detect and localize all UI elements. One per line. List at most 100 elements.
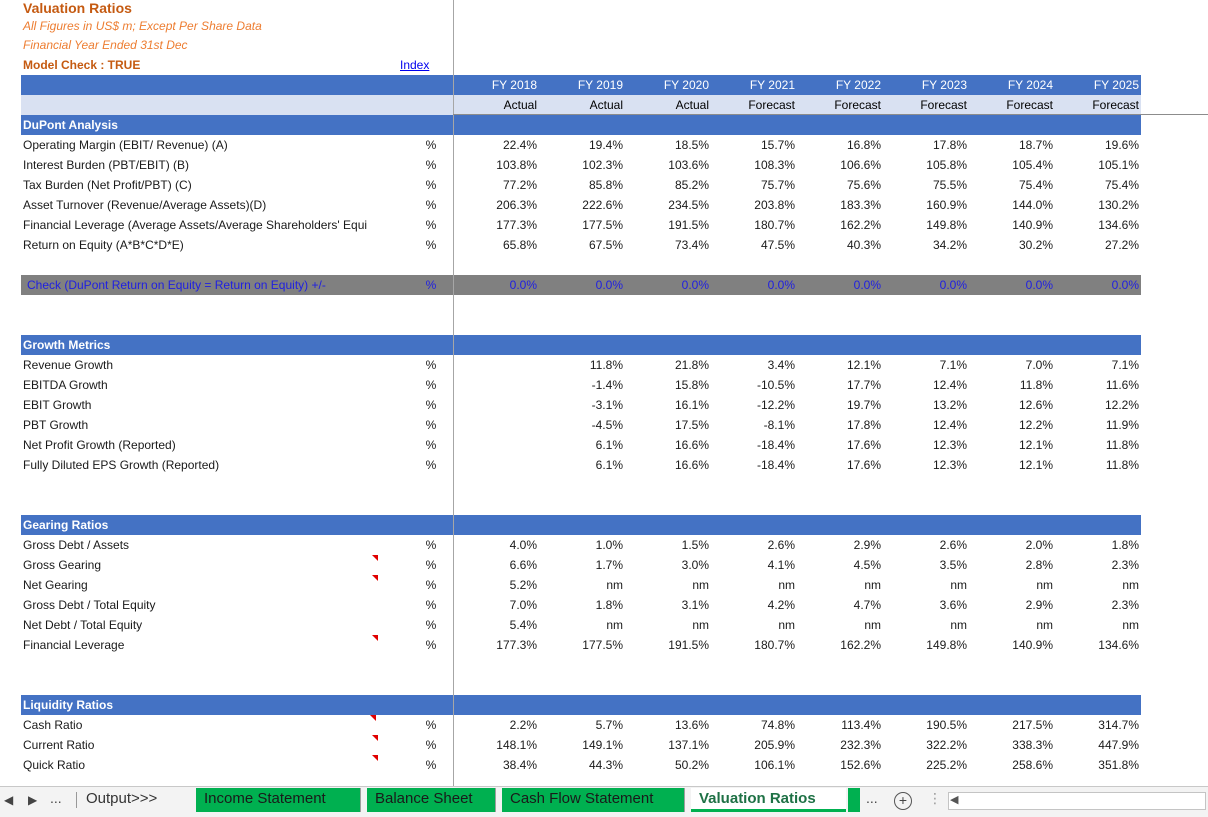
liquidity-value-7[interactable]: 314.7%: [1098, 718, 1139, 732]
gearing-value-1[interactable]: 1.0%: [595, 538, 623, 552]
status-cell-7[interactable]: Forecast: [1092, 98, 1139, 112]
growth-value-4[interactable]: 17.8%: [846, 418, 881, 432]
dupont-value-4[interactable]: 106.6%: [840, 158, 881, 172]
growth-value-6[interactable]: 7.0%: [1025, 358, 1053, 372]
gearing-value-3[interactable]: 2.6%: [767, 538, 795, 552]
gearing-row-label[interactable]: Net Debt / Total Equity: [23, 618, 143, 632]
growth-row-unit[interactable]: %: [425, 438, 437, 452]
growth-row-label[interactable]: EBITDA Growth: [23, 378, 108, 392]
liquidity-value-4[interactable]: 152.6%: [840, 758, 881, 772]
growth-value-7[interactable]: 12.2%: [1104, 398, 1139, 412]
dupont-row-unit[interactable]: %: [425, 238, 437, 252]
gearing-value-3[interactable]: 4.2%: [767, 598, 795, 612]
growth-value-4[interactable]: 17.6%: [846, 438, 881, 452]
gearing-value-1[interactable]: 177.5%: [582, 638, 623, 652]
status-cell-1[interactable]: Actual: [589, 98, 623, 112]
growth-value-3[interactable]: -18.4%: [756, 458, 795, 472]
dupont-value-6[interactable]: 30.2%: [1018, 238, 1053, 252]
dupont-value-7[interactable]: 27.2%: [1104, 238, 1139, 252]
dupont-value-6[interactable]: 75.4%: [1018, 178, 1053, 192]
growth-value-7[interactable]: 11.9%: [1105, 418, 1139, 432]
liquidity-value-2[interactable]: 137.1%: [668, 738, 709, 752]
dupont-value-1[interactable]: 85.8%: [588, 178, 623, 192]
dupont-value-0[interactable]: 77.2%: [502, 178, 537, 192]
dupont-value-5[interactable]: 105.8%: [926, 158, 967, 172]
gearing-value-6[interactable]: 2.0%: [1025, 538, 1053, 552]
liquidity-value-1[interactable]: 149.1%: [582, 738, 623, 752]
gearing-value-3[interactable]: 4.1%: [767, 558, 795, 572]
gearing-value-1[interactable]: nm: [606, 578, 623, 592]
dupont-value-6[interactable]: 140.9%: [1012, 218, 1053, 232]
gearing-row-unit[interactable]: %: [425, 598, 437, 612]
gearing-row-label[interactable]: Gross Debt / Assets: [23, 538, 130, 552]
gearing-value-0[interactable]: 177.3%: [496, 638, 537, 652]
growth-value-7[interactable]: 11.6%: [1105, 378, 1139, 392]
dupont-row-unit[interactable]: %: [425, 138, 437, 152]
year-cell-3[interactable]: FY 2021: [749, 78, 795, 92]
liquidity-value-5[interactable]: 322.2%: [926, 738, 967, 752]
gearing-value-4[interactable]: nm: [864, 618, 881, 632]
dupont-value-5[interactable]: 17.8%: [932, 138, 967, 152]
check-row-label[interactable]: Check (DuPont Return on Equity = Return …: [27, 278, 326, 292]
growth-value-5[interactable]: 12.3%: [932, 438, 967, 452]
add-sheet-icon[interactable]: +: [894, 792, 912, 810]
check-value-6[interactable]: 0.0%: [1025, 278, 1053, 292]
horizontal-scrollbar[interactable]: [948, 792, 1206, 810]
sheet-tab-balance-sheet[interactable]: Balance Sheet: [367, 788, 496, 812]
growth-value-5[interactable]: 12.3%: [932, 458, 967, 472]
dupont-value-4[interactable]: 16.8%: [846, 138, 881, 152]
dupont-value-2[interactable]: 85.2%: [674, 178, 709, 192]
growth-value-1[interactable]: -1.4%: [591, 378, 623, 392]
growth-value-1[interactable]: -4.5%: [591, 418, 623, 432]
dupont-value-4[interactable]: 162.2%: [840, 218, 881, 232]
gearing-row-unit[interactable]: %: [425, 538, 437, 552]
year-cell-2[interactable]: FY 2020: [663, 78, 709, 92]
year-cell-4[interactable]: FY 2022: [835, 78, 881, 92]
gearing-value-5[interactable]: nm: [950, 578, 967, 592]
gearing-value-1[interactable]: nm: [606, 618, 623, 632]
dupont-value-7[interactable]: 130.2%: [1098, 198, 1139, 212]
sheet-tab-income-statement[interactable]: Income Statement: [196, 788, 361, 812]
gearing-row-unit[interactable]: %: [425, 558, 437, 572]
liquidity-value-2[interactable]: 50.2%: [674, 758, 709, 772]
gearing-value-4[interactable]: 4.7%: [853, 598, 881, 612]
more-tabs-right-icon[interactable]: ...: [866, 790, 878, 806]
dupont-value-0[interactable]: 65.8%: [502, 238, 537, 252]
dupont-value-7[interactable]: 19.6%: [1104, 138, 1139, 152]
gearing-value-3[interactable]: nm: [778, 578, 795, 592]
liquidity-value-5[interactable]: 225.2%: [926, 758, 967, 772]
liquidity-value-1[interactable]: 44.3%: [588, 758, 623, 772]
gearing-row-label[interactable]: Gross Gearing: [23, 558, 102, 572]
hscroll-left-arrow-icon[interactable]: ◀: [950, 794, 959, 806]
growth-value-1[interactable]: 11.8%: [589, 358, 623, 372]
dupont-value-6[interactable]: 144.0%: [1012, 198, 1053, 212]
dupont-value-5[interactable]: 149.8%: [926, 218, 967, 232]
gearing-value-7[interactable]: 2.3%: [1111, 598, 1139, 612]
gearing-row-unit[interactable]: %: [425, 638, 437, 652]
comment-indicator-icon[interactable]: [372, 635, 378, 641]
growth-value-6[interactable]: 12.1%: [1018, 438, 1053, 452]
growth-row-unit[interactable]: %: [425, 358, 437, 372]
dupont-row-label[interactable]: Asset Turnover (Revenue/Average Assets)(…: [23, 198, 267, 212]
liquidity-value-0[interactable]: 148.1%: [496, 738, 537, 752]
gearing-value-3[interactable]: 180.7%: [754, 638, 795, 652]
check-value-2[interactable]: 0.0%: [681, 278, 709, 292]
liquidity-value-7[interactable]: 447.9%: [1098, 738, 1139, 752]
growth-title[interactable]: Growth Metrics: [23, 338, 111, 352]
dupont-value-5[interactable]: 34.2%: [932, 238, 967, 252]
gearing-value-6[interactable]: 2.9%: [1025, 598, 1053, 612]
liquidity-row-label[interactable]: Quick Ratio: [23, 758, 86, 772]
splitter-handle-icon[interactable]: ⋮: [928, 790, 942, 806]
gearing-value-0[interactable]: 4.0%: [509, 538, 537, 552]
growth-value-1[interactable]: 6.1%: [595, 458, 623, 472]
dupont-value-0[interactable]: 177.3%: [496, 218, 537, 232]
dupont-row-label[interactable]: Return on Equity (A*B*C*D*E): [23, 238, 184, 252]
growth-row-label[interactable]: Revenue Growth: [23, 358, 114, 372]
comment-indicator-icon[interactable]: [372, 755, 378, 761]
check-value-0[interactable]: 0.0%: [509, 278, 537, 292]
dupont-row-label[interactable]: Tax Burden (Net Profit/PBT) (C): [23, 178, 192, 192]
liquidity-value-6[interactable]: 258.6%: [1012, 758, 1053, 772]
gearing-row-label[interactable]: Net Gearing: [23, 578, 88, 592]
gearing-row-label[interactable]: Financial Leverage: [23, 638, 125, 652]
gearing-value-7[interactable]: 1.8%: [1111, 538, 1139, 552]
